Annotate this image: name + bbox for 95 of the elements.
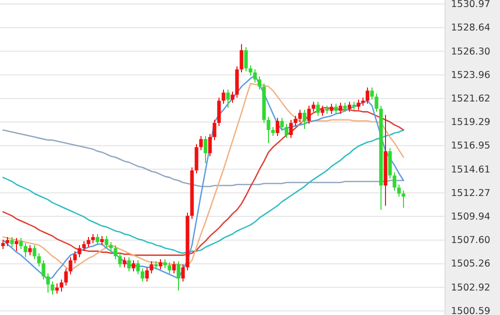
candlestick bbox=[276, 117, 280, 137]
candlestick bbox=[248, 64, 252, 76]
candlestick bbox=[68, 256, 72, 275]
candlestick bbox=[122, 256, 126, 268]
y-tick-label: 1516.95 bbox=[451, 140, 490, 152]
candlestick bbox=[212, 119, 216, 141]
candlestick bbox=[338, 102, 342, 114]
candlestick bbox=[24, 242, 28, 258]
candlestick bbox=[307, 105, 311, 124]
candlestick bbox=[37, 252, 41, 267]
candlestick bbox=[253, 68, 257, 84]
candlestick bbox=[230, 91, 234, 104]
candlestick bbox=[244, 46, 248, 72]
candlestick bbox=[334, 103, 338, 114]
candlestick bbox=[312, 101, 316, 112]
candlestick bbox=[91, 234, 95, 244]
candlestick bbox=[14, 238, 18, 252]
candlestick bbox=[6, 236, 10, 247]
candlestick bbox=[60, 278, 64, 292]
y-tick-label: 1505.26 bbox=[451, 258, 490, 270]
candlestick bbox=[28, 244, 32, 256]
candlestick bbox=[100, 236, 104, 246]
candlestick bbox=[208, 134, 212, 157]
candlestick bbox=[109, 242, 113, 252]
y-tick-label: 1514.61 bbox=[451, 164, 490, 176]
candlestick bbox=[163, 258, 167, 269]
candlestick bbox=[284, 123, 288, 139]
y-tick-label: 1521.62 bbox=[451, 94, 490, 105]
candlestick bbox=[217, 97, 221, 126]
candlestick bbox=[46, 272, 50, 294]
line-series bbox=[2, 129, 404, 254]
candlestick bbox=[10, 236, 14, 248]
candlestick bbox=[392, 172, 396, 192]
candlestick bbox=[226, 89, 230, 108]
y-tick-label: 1507.60 bbox=[451, 235, 490, 246]
candlestick bbox=[104, 236, 108, 249]
candlestick bbox=[55, 282, 59, 294]
candlestick bbox=[298, 109, 302, 122]
candlestick bbox=[222, 89, 226, 104]
candlestick bbox=[204, 136, 208, 164]
candlestick bbox=[42, 260, 46, 280]
candlestick bbox=[50, 280, 54, 296]
y-tick-label: 1526.30 bbox=[451, 46, 490, 58]
candlestick bbox=[176, 260, 180, 292]
candlestick bbox=[127, 256, 131, 272]
candlestick bbox=[136, 260, 140, 275]
candlestick bbox=[172, 260, 176, 274]
candlestick bbox=[294, 115, 298, 126]
candlestick bbox=[280, 117, 284, 130]
candlestick bbox=[145, 266, 149, 282]
candlestick bbox=[266, 116, 270, 144]
candlestick bbox=[19, 238, 23, 250]
candlestick bbox=[86, 236, 90, 248]
candlestick bbox=[73, 250, 77, 264]
candlestick bbox=[114, 244, 118, 260]
y-tick-label: 1519.29 bbox=[451, 117, 490, 128]
candlestick bbox=[1, 240, 5, 250]
candlestick bbox=[366, 87, 370, 104]
candlestick bbox=[240, 44, 244, 73]
candlestick bbox=[78, 244, 82, 258]
y-tick-label: 1509.94 bbox=[451, 211, 490, 222]
candlestick bbox=[402, 190, 406, 208]
y-tick-label: 1528.64 bbox=[451, 22, 490, 34]
candlestick bbox=[82, 240, 86, 252]
candlestick bbox=[356, 99, 360, 110]
candlestick bbox=[374, 93, 378, 112]
candlestick bbox=[199, 136, 203, 151]
candlestick bbox=[181, 264, 185, 282]
y-tick-label: 1500.59 bbox=[451, 306, 490, 315]
candlestick bbox=[330, 103, 334, 114]
candlestick bbox=[64, 268, 68, 286]
candlestick bbox=[348, 101, 352, 112]
candlestick bbox=[96, 234, 100, 246]
candlestick bbox=[316, 101, 320, 116]
line-series bbox=[2, 129, 404, 188]
candlestick bbox=[158, 258, 162, 270]
y-tick-label: 1530.97 bbox=[451, 0, 490, 10]
candlestick bbox=[271, 126, 275, 137]
candlestick bbox=[118, 252, 122, 268]
candlestick bbox=[194, 144, 198, 174]
candlestick bbox=[397, 184, 401, 198]
candlestick bbox=[343, 102, 347, 112]
candlestick bbox=[258, 76, 262, 90]
candlestick bbox=[289, 119, 293, 139]
candlestick bbox=[140, 268, 144, 282]
candlestick bbox=[370, 87, 374, 100]
candlestick bbox=[150, 260, 154, 274]
y-tick-label: 1512.27 bbox=[451, 188, 490, 199]
y-tick-label: 1523.96 bbox=[451, 70, 490, 81]
candlestick bbox=[32, 244, 36, 260]
candlestick bbox=[168, 262, 172, 274]
candlestick bbox=[320, 105, 324, 116]
y-tick-label: 1502.92 bbox=[451, 282, 490, 294]
candlestick bbox=[132, 260, 136, 272]
candlestick bbox=[302, 109, 306, 130]
